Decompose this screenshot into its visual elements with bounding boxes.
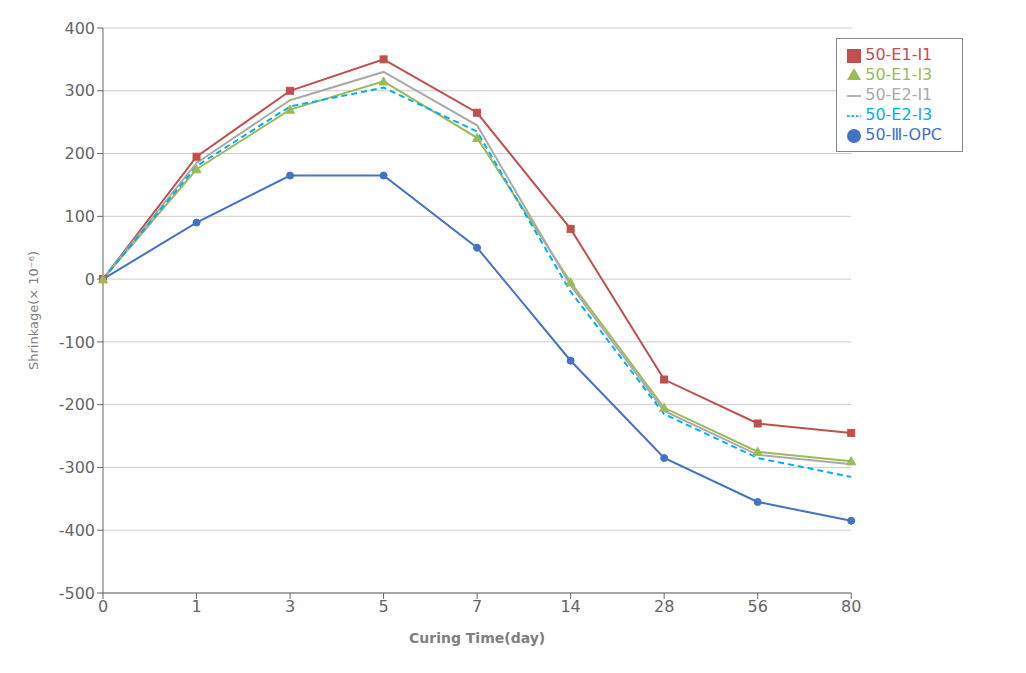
svg-text:100: 100 (64, 207, 95, 226)
svg-text:0: 0 (98, 597, 108, 616)
html-text:50-Ⅲ-OPC: 50-Ⅲ-OPC (865, 125, 942, 144)
svg-text:200: 200 (64, 144, 95, 163)
svg-text:5: 5 (378, 597, 388, 616)
svg-text:-500: -500 (59, 584, 95, 603)
svg-text:-100: -100 (59, 333, 95, 352)
svg-text:-200: -200 (59, 395, 95, 414)
html-text:50-E1-I1: 50-E1-I1 (865, 45, 933, 64)
html-text:50-E2-I3: 50-E2-I3 (865, 105, 933, 124)
html-text:50-E1-I3: 50-E1-I3 (865, 65, 933, 84)
svg-text:80: 80 (841, 597, 861, 616)
svg-text:7: 7 (472, 597, 482, 616)
svg-text:28: 28 (654, 597, 674, 616)
svg-text:Curing Time(day): Curing Time(day) (409, 630, 545, 646)
svg-text:Shrinkage(× 10⁻⁶): Shrinkage(× 10⁻⁶) (26, 251, 41, 370)
svg-text:3: 3 (285, 597, 295, 616)
svg-text:1: 1 (191, 597, 201, 616)
svg-text:14: 14 (560, 597, 580, 616)
svg-text:56: 56 (747, 597, 767, 616)
svg-text:-300: -300 (59, 458, 95, 477)
svg-text:400: 400 (64, 19, 95, 38)
svg-text:300: 300 (64, 81, 95, 100)
svg-text:-400: -400 (59, 521, 95, 540)
html-text:50-E2-I1: 50-E2-I1 (865, 85, 933, 104)
svg-text:0: 0 (85, 270, 95, 289)
